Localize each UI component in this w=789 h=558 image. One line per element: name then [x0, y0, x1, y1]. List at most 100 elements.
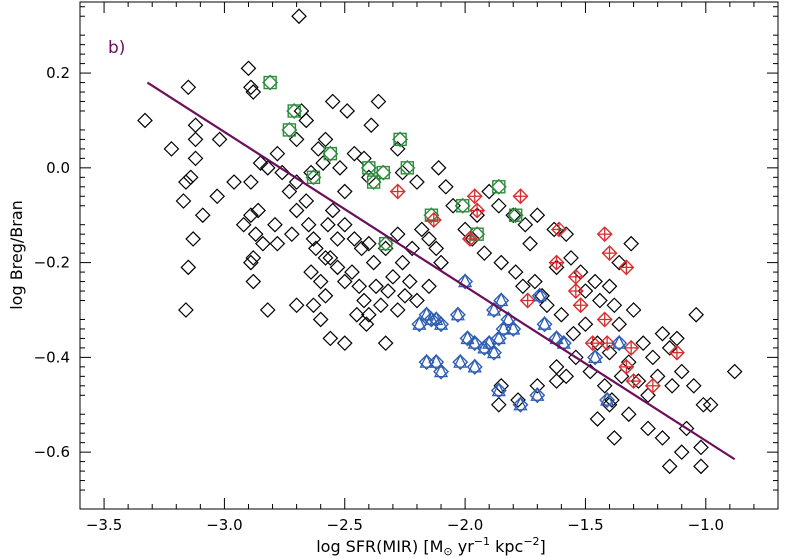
x-tick-label: −1.0	[688, 516, 724, 534]
data-point-blue	[433, 315, 450, 333]
data-point-black	[539, 297, 555, 314]
data-point-black	[187, 117, 204, 134]
data-point-blue	[599, 391, 616, 409]
data-point-red	[623, 339, 640, 356]
data-point-blue	[485, 344, 502, 361]
data-point-black	[481, 183, 498, 200]
data-point-black	[693, 458, 709, 475]
data-point-black	[404, 240, 421, 257]
x-axis-label-kpc: kpc	[490, 537, 523, 556]
data-point-red	[425, 211, 442, 228]
data-point-green	[281, 121, 298, 138]
data-point-green	[286, 102, 303, 119]
data-point-black	[324, 202, 341, 219]
data-point-blue	[490, 382, 507, 399]
data-point-black	[409, 292, 425, 309]
data-point-black	[281, 183, 298, 200]
data-points	[137, 8, 743, 475]
data-point-black	[211, 131, 228, 148]
data-point-red	[461, 230, 478, 247]
data-point-black	[685, 377, 702, 394]
data-point-black	[553, 306, 570, 323]
data-point-black	[315, 155, 331, 171]
data-point-black	[182, 169, 199, 186]
x-axis-label-sun-subscript: ⊙	[443, 545, 452, 558]
data-point-red	[567, 268, 584, 285]
data-point-green	[454, 197, 471, 214]
data-point-black	[529, 377, 546, 394]
data-point-blue	[476, 339, 493, 356]
data-point-black	[635, 335, 652, 352]
data-point-black	[288, 174, 305, 190]
data-point-black	[661, 340, 678, 356]
data-point-black	[589, 411, 606, 427]
data-point-black	[358, 316, 375, 333]
data-point-blue	[531, 287, 548, 304]
data-point-black	[255, 235, 271, 252]
data-point-black	[664, 377, 680, 394]
data-point-black	[288, 297, 305, 314]
data-point-black	[226, 174, 242, 190]
data-point-black	[180, 79, 197, 96]
data-point-black	[397, 287, 413, 304]
data-point-green	[262, 74, 279, 91]
data-point-black	[413, 221, 430, 238]
data-point-black	[346, 231, 363, 247]
data-point-black	[490, 197, 507, 214]
data-point-red	[469, 202, 486, 219]
data-point-black	[673, 363, 690, 380]
data-point-black	[332, 159, 348, 176]
data-point-black	[178, 174, 194, 190]
data-point-black	[601, 344, 618, 361]
data-point-black	[308, 240, 324, 257]
data-point-black	[385, 268, 401, 285]
data-point-red	[584, 335, 601, 352]
data-point-red	[644, 377, 661, 394]
data-point-black	[437, 178, 454, 195]
data-point-black	[336, 273, 353, 290]
data-point-black	[245, 84, 262, 100]
data-point-black	[137, 112, 153, 129]
data-point-black	[389, 226, 406, 243]
data-point-black	[163, 141, 180, 157]
x-axis-label-main: log SFR(MIR) [M	[316, 537, 443, 556]
data-point-black	[640, 420, 656, 437]
data-point-black	[625, 302, 642, 318]
data-point-red	[550, 221, 567, 238]
plot-frame	[79, 1, 779, 510]
data-point-black	[445, 197, 461, 214]
data-point-black	[274, 164, 291, 181]
tick-marks	[79, 2, 779, 509]
data-point-black	[305, 231, 322, 247]
data-point-red	[512, 188, 529, 205]
data-point-black	[693, 439, 709, 456]
data-point-green	[377, 235, 394, 252]
y-axis-label: log Breg/Bran	[7, 200, 26, 310]
data-point-black	[563, 250, 579, 266]
data-point-black	[360, 306, 377, 323]
data-point-black	[620, 354, 637, 370]
data-point-red	[618, 358, 635, 375]
data-point-black	[269, 145, 286, 162]
data-point-black	[490, 396, 507, 413]
data-point-black	[394, 164, 411, 181]
data-point-black	[243, 174, 259, 190]
x-axis-label-yr-exponent: −1	[474, 535, 490, 548]
data-point-black	[611, 316, 627, 333]
data-point-blue	[433, 363, 450, 380]
y-tick-label: 0.2	[46, 64, 70, 82]
data-point-black	[527, 273, 543, 290]
data-point-black	[180, 259, 197, 276]
data-point-black	[300, 216, 317, 233]
data-point-black	[565, 325, 582, 342]
data-point-black	[317, 250, 334, 266]
data-point-green	[305, 169, 322, 186]
data-point-black	[373, 297, 389, 314]
data-point-black	[259, 302, 276, 318]
data-point-black	[175, 193, 192, 209]
data-point-black	[592, 292, 608, 309]
data-point-blue	[493, 292, 510, 309]
data-point-blue	[449, 306, 466, 323]
data-point-black	[243, 207, 259, 224]
